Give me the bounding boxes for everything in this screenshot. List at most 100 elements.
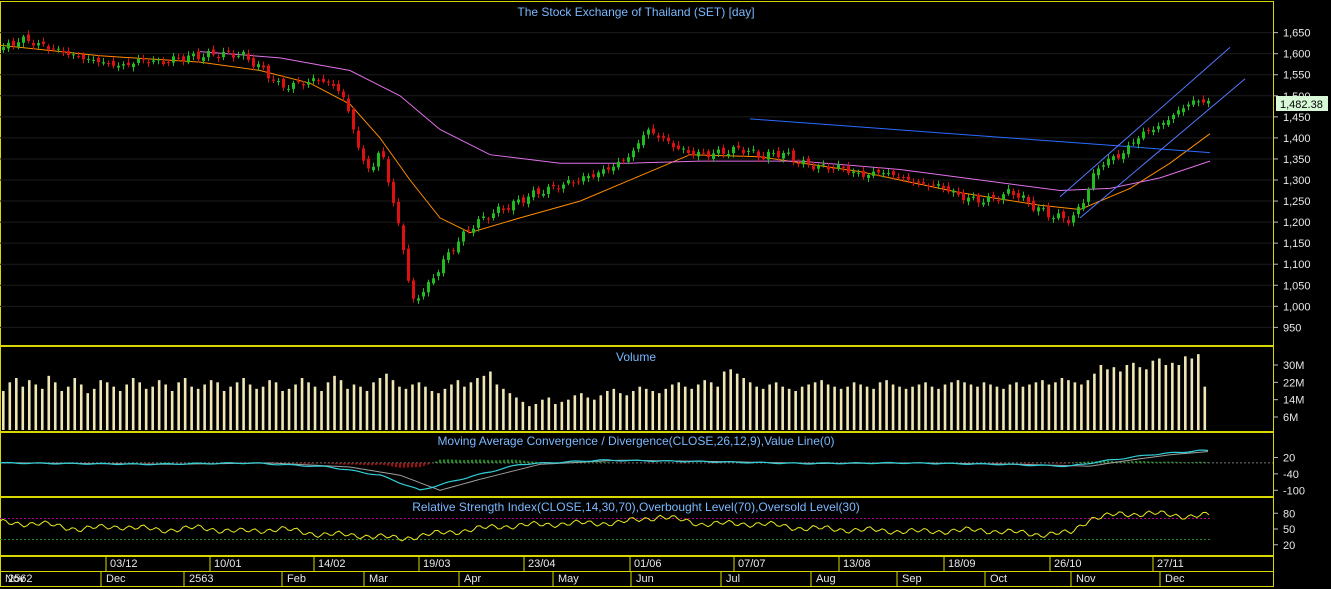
volume-bar (333, 375, 336, 430)
volume-bar (956, 380, 960, 430)
date-label: 07/07 (738, 558, 766, 570)
volume-bar (768, 384, 771, 430)
candle-body (677, 145, 680, 149)
volume-bar (1060, 378, 1064, 430)
candle-body (202, 57, 205, 61)
month-label: Nov (1076, 573, 1096, 585)
date-label: 23/04 (528, 558, 556, 570)
month-label: 2562 (8, 573, 32, 585)
candle-body (457, 241, 460, 253)
candle-body (432, 278, 435, 284)
volume-bar (131, 378, 135, 430)
candle-body (52, 48, 55, 50)
volume-bar (534, 404, 538, 430)
candle-body (832, 168, 835, 170)
candle-body (307, 82, 310, 85)
volume-bar (1047, 384, 1051, 430)
candle-body (1182, 108, 1185, 113)
candle-body (1092, 173, 1095, 189)
volume-bar (482, 375, 486, 430)
candle-body (712, 153, 715, 159)
volume-bar (66, 386, 70, 430)
volume-bar (833, 386, 836, 430)
volume-bar (683, 386, 687, 430)
candle-body (547, 186, 550, 194)
candle-body (1082, 203, 1085, 209)
candle-body (197, 51, 200, 60)
price-tick-label: 1,300 (1283, 175, 1311, 187)
candle-body (167, 62, 170, 64)
volume-bar (852, 382, 856, 430)
candle-body (847, 166, 850, 173)
volume-bar (1145, 369, 1148, 430)
candle-body (747, 150, 750, 152)
volume-bar (313, 386, 317, 430)
volume-bar (1125, 365, 1129, 430)
candle-body (922, 182, 925, 184)
volume-bar (781, 386, 784, 430)
candle-body (252, 57, 255, 67)
candle-body (1157, 126, 1160, 130)
candle-body (382, 151, 385, 158)
candle-body (452, 250, 455, 252)
volume-bar (365, 391, 369, 430)
volume-bar (352, 384, 356, 430)
candle-body (287, 88, 290, 90)
volume-bar (729, 369, 732, 430)
candle-body (1107, 158, 1110, 166)
price-tick-label: 1,250 (1283, 196, 1311, 208)
price-tick-label: 1,200 (1283, 217, 1311, 229)
candle-body (932, 184, 935, 186)
candle-body (772, 153, 775, 155)
candle-body (152, 60, 155, 62)
candle-body (762, 156, 765, 160)
month-label: Sep (902, 573, 922, 585)
candle-body (1137, 138, 1140, 145)
volume-bar (79, 384, 83, 430)
last-price-box (1276, 96, 1328, 111)
volume-bar (164, 384, 167, 430)
candle-body (727, 153, 730, 157)
volume-bar (846, 386, 849, 430)
candle-body (332, 83, 335, 86)
candle-body (887, 172, 890, 174)
date-label: 13/08 (843, 558, 871, 570)
volume-bar (456, 380, 460, 430)
volume-bar (495, 384, 499, 430)
volume-bar (625, 395, 629, 430)
candle-body (687, 150, 690, 153)
volume-bar (541, 399, 544, 430)
candle-body (722, 147, 725, 155)
volume-bar (398, 386, 401, 430)
volume-bar (105, 382, 109, 430)
candle-body (17, 42, 20, 47)
candle-body (27, 34, 30, 42)
candle-body (1132, 142, 1135, 144)
volume-bar (476, 378, 479, 430)
price-tick-label: 1,100 (1283, 259, 1311, 271)
volume-panel-frame (0, 346, 1274, 432)
volume-bar (8, 382, 12, 430)
rsi-panel-title: Relative Strength Index(CLOSE,14,30,70),… (412, 500, 860, 514)
candle-body (1172, 114, 1175, 119)
candle-body (862, 170, 865, 177)
volume-bar (1073, 382, 1077, 430)
candle-body (977, 194, 980, 203)
volume-bar (1138, 367, 1142, 430)
volume-bar (761, 388, 765, 430)
volume-bar (1190, 358, 1194, 430)
volume-bar (528, 406, 531, 430)
candle-body (642, 135, 645, 146)
volume-bar (748, 382, 752, 430)
candle-body (67, 51, 70, 56)
candle-body (902, 177, 905, 179)
volume-tick-label: 14M (1283, 395, 1304, 407)
volume-bar (144, 388, 148, 430)
volume-bar (904, 388, 908, 430)
candle-body (242, 51, 245, 56)
volume-bar (1177, 365, 1181, 430)
date-label: 27/11 (1157, 558, 1184, 570)
volume-bar (1151, 360, 1155, 430)
volume-bar (1034, 382, 1038, 430)
volume-bar (963, 382, 966, 430)
